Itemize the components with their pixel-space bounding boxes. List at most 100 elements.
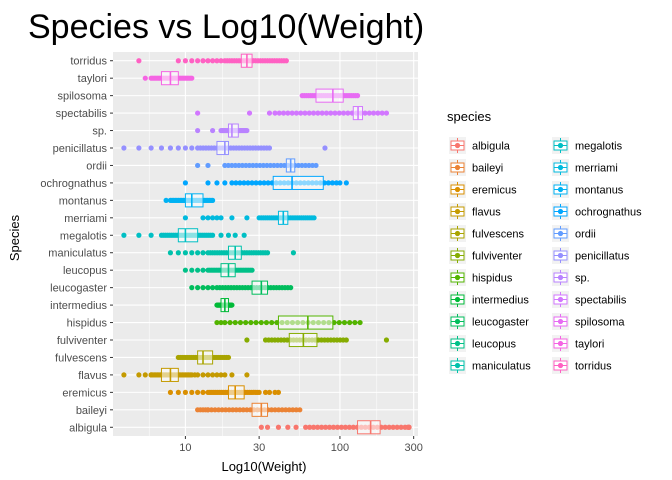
legend-title: species [447, 109, 492, 124]
legend-key [552, 313, 569, 330]
legend-key [552, 159, 569, 176]
outlier-point [195, 372, 201, 378]
legend-label: merriami [575, 163, 618, 175]
outlier-point [121, 145, 127, 151]
legend-key [449, 269, 466, 286]
outlier-point [163, 197, 169, 203]
outlier-point [285, 424, 291, 430]
outlier-point [229, 215, 235, 221]
outlier-point [189, 389, 195, 395]
outlier-point [222, 180, 228, 186]
y-tick-label: taylori [78, 73, 107, 85]
outlier-point [195, 58, 201, 64]
box-baileyi [195, 402, 303, 417]
outlier-point [218, 215, 224, 221]
box-penicillatus [121, 140, 328, 156]
outlier-point [148, 145, 154, 151]
box-fulviventer [244, 332, 390, 348]
legend-point [557, 318, 564, 325]
outlier-point [121, 372, 127, 378]
outlier-point [210, 372, 216, 378]
legend-point [557, 164, 564, 171]
outlier-point [182, 267, 189, 273]
y-tick-label: eremicus [62, 387, 107, 399]
x-tick-label: 10 [179, 442, 191, 454]
legend-key [552, 269, 569, 286]
legend-label: ordii [575, 229, 596, 241]
outlier-point [214, 372, 220, 378]
box-eremicus [167, 385, 282, 400]
outlier-point [337, 180, 343, 186]
outlier-point [136, 58, 142, 64]
outlier-point [218, 319, 224, 326]
y-tick-label: torridus [70, 56, 107, 68]
outlier-point [275, 389, 282, 395]
outlier-point [343, 180, 349, 186]
outlier-point [205, 372, 211, 378]
y-tick-label: ochrognathus [40, 178, 107, 190]
outlier-point [275, 424, 282, 430]
outlier-point [200, 215, 206, 221]
outlier-point [218, 232, 224, 238]
legend-point [454, 252, 461, 259]
outlier-point [189, 145, 195, 151]
legend-key [449, 225, 466, 242]
y-tick-label: spectabilis [56, 108, 108, 120]
legend-key [449, 357, 466, 374]
legend-point [557, 142, 564, 149]
outlier-point [182, 145, 189, 151]
chart-title: Species vs Log10(Weight) [28, 8, 424, 46]
legend: species albigula baileyi eremicus flavus ful… [447, 109, 642, 374]
x-tick-label: 100 [331, 442, 349, 454]
outlier-point [232, 232, 238, 238]
y-tick-label: baileyi [76, 405, 107, 417]
legend-label: spectabilis [575, 295, 627, 307]
outlier-point [205, 180, 211, 186]
legend-point [557, 252, 564, 259]
x-axis: 10 30 100 300 [179, 436, 423, 454]
box-leucopus [182, 263, 255, 278]
legend-label: penicillatus [575, 251, 630, 263]
iqr-box [251, 280, 269, 295]
plot-panel [113, 52, 418, 436]
legend-point [557, 208, 564, 215]
outlier-point [195, 285, 201, 291]
y-tick-label: sp. [92, 126, 107, 138]
outlier-point [189, 58, 195, 64]
y-tick-label: montanus [59, 195, 108, 207]
outlier-point [266, 389, 273, 395]
box-montanus [163, 193, 216, 208]
outlier-point [195, 389, 201, 395]
outlier-point [222, 372, 228, 378]
outlier-point [210, 215, 216, 221]
outlier-point [189, 267, 195, 273]
outlier-point [182, 180, 189, 186]
legend-point [454, 208, 461, 215]
y-tick-label: megalotis [60, 230, 108, 242]
y-tick-label: maniculatus [48, 248, 107, 260]
outlier-point [214, 58, 220, 64]
legend-point [454, 274, 461, 281]
legend-key [449, 159, 466, 176]
outlier-point [264, 424, 271, 430]
legend-label: leucopus [472, 339, 517, 351]
box-megalotis [121, 228, 247, 243]
iqr-box [216, 140, 229, 156]
legend-point [454, 164, 461, 171]
outlier-point [205, 285, 211, 291]
y-tick-label: flavus [78, 370, 107, 382]
outlier-point [167, 250, 174, 256]
outlier-point [266, 110, 273, 116]
outlier-point [189, 250, 195, 256]
outlier-point [210, 127, 216, 134]
y-tick-label: fulviventer [57, 335, 107, 347]
outlier-point [214, 319, 220, 326]
legend-key [552, 203, 569, 220]
box-spilosoma [299, 88, 361, 103]
y-tick-label: ordii [86, 160, 107, 172]
outlier-point [182, 215, 189, 221]
outlier-point [175, 250, 181, 256]
iqr-box [227, 123, 239, 138]
box-maniculatus [167, 245, 297, 260]
